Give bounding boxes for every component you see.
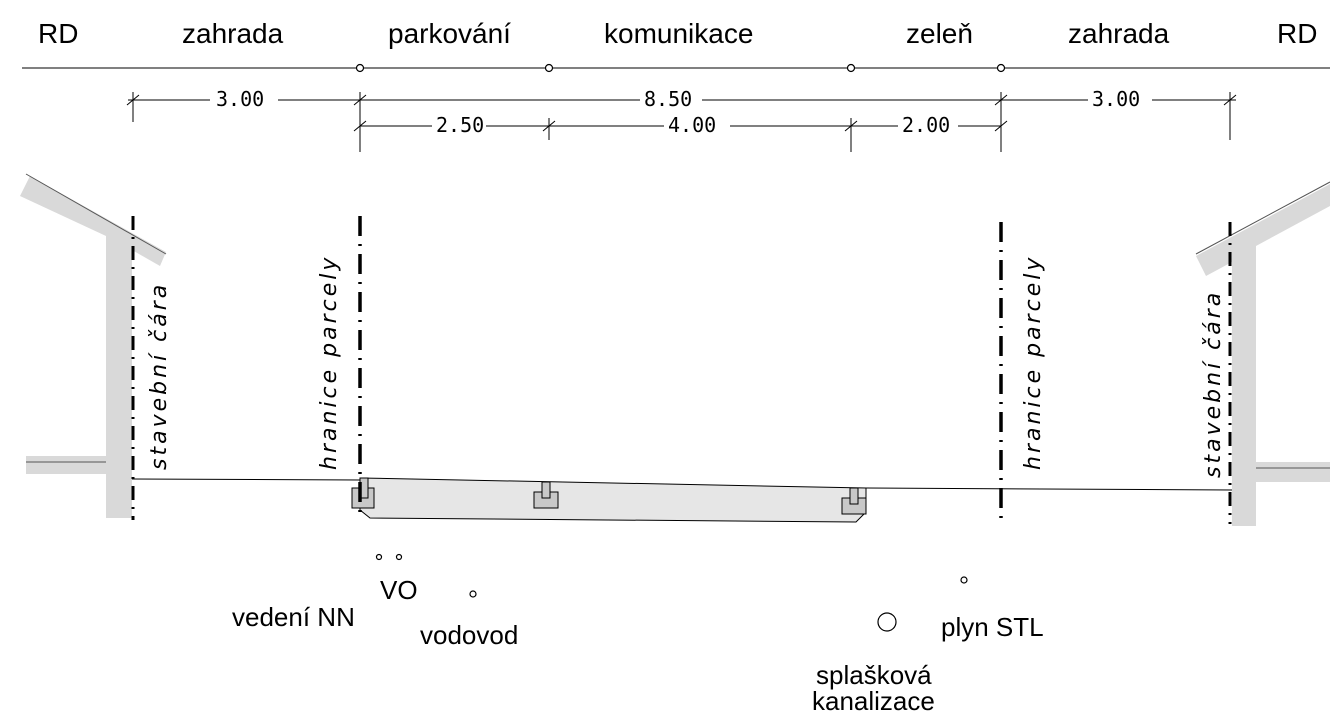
zone-marker-parcel-right <box>996 63 1006 73</box>
zone-label-rd-right: RD <box>1277 18 1317 49</box>
utility-vo-circle <box>375 553 383 561</box>
house-right <box>1195 181 1330 526</box>
utility-nn-circle <box>395 553 403 561</box>
dimension-right-garden: 3.00 <box>1092 87 1140 111</box>
label-building-line-left: stavební čára <box>147 282 172 470</box>
label-parcel-boundary-left: hranice parcely <box>317 255 342 470</box>
zone-label-zahrada-right: zahrada <box>1068 18 1170 49</box>
dimension-row-2 <box>353 118 1008 152</box>
utility-label-water: vodovod <box>420 620 518 650</box>
utility-gas-circle <box>960 576 968 584</box>
house-left <box>20 173 167 518</box>
road-body <box>359 477 867 523</box>
zone-marker-road-green <box>846 63 856 73</box>
zone-label-parkovani: parkování <box>388 18 511 49</box>
dimension-total: 8.50 <box>644 87 692 111</box>
dimension-road: 4.00 <box>668 113 716 137</box>
curb-right <box>841 487 867 515</box>
ground-line-right <box>865 487 1233 491</box>
utility-sewer-circle <box>877 612 897 632</box>
curb-left <box>351 477 375 509</box>
label-building-line-right: stavební čára <box>1201 290 1226 478</box>
utility-label-sewer-1: splašková <box>816 660 932 690</box>
curb-middle <box>533 481 559 509</box>
label-parcel-boundary-right: hranice parcely <box>1021 255 1046 470</box>
zone-label-rd-left: RD <box>38 18 78 49</box>
zone-label-zelen: zeleň <box>906 18 973 49</box>
zone-marker-parking-road <box>544 63 554 73</box>
dimension-left-garden: 3.00 <box>216 87 264 111</box>
dimension-green: 2.00 <box>902 113 950 137</box>
zone-marker-parcel-left <box>355 63 365 73</box>
ground-line-left <box>131 478 361 481</box>
utility-label-sewer-2: kanalizace <box>812 686 935 716</box>
utility-water-circle <box>469 590 477 598</box>
utility-label-nn: vedení NN <box>232 602 355 632</box>
dimension-parking: 2.50 <box>436 113 484 137</box>
zone-label-komunikace: komunikace <box>604 18 753 49</box>
utility-label-gas: plyn STL <box>941 612 1044 642</box>
dimension-row-1 <box>126 92 1237 152</box>
zone-label-zahrada-left: zahrada <box>182 18 284 49</box>
utility-label-vo: VO <box>380 575 418 605</box>
